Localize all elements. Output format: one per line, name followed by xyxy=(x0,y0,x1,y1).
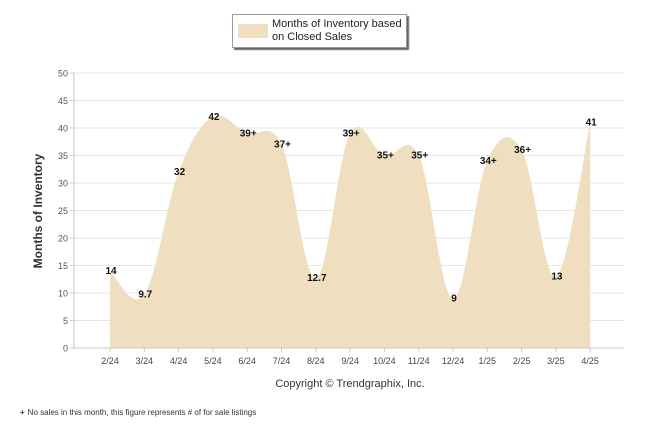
x-tick-labels: 2/24 3/24 4/24 5/24 6/24 7/24 8/24 9/24 10/24 11/… xyxy=(101,356,599,366)
copyright-text: Copyright © Trendgraphix, Inc. xyxy=(275,378,424,390)
data-label: 9 xyxy=(451,294,457,305)
data-label: 13 xyxy=(551,272,563,283)
x-tick-label: 4/24 xyxy=(170,356,188,366)
x-tick-label: 11/24 xyxy=(408,356,430,366)
x-tick-label: 3/25 xyxy=(547,356,565,366)
data-label: 39+ xyxy=(343,129,360,140)
x-tick-label: 12/24 xyxy=(442,356,465,366)
data-label: 12.7 xyxy=(307,273,327,284)
y-tick-label: 30 xyxy=(58,179,68,189)
y-tick-label: 20 xyxy=(58,234,68,244)
data-label: 35+ xyxy=(411,151,428,162)
x-tick-label: 3/24 xyxy=(136,356,154,366)
x-tick-label: 4/25 xyxy=(581,356,599,366)
footnote-text: No sales in this month, this figure repr… xyxy=(27,408,257,417)
legend: Months of Inventory based on Closed Sale… xyxy=(232,14,407,48)
data-label: 14 xyxy=(105,266,117,277)
x-tick-label: 5/24 xyxy=(204,356,222,366)
y-tick-label: 50 xyxy=(58,69,68,79)
data-label: 9.7 xyxy=(138,290,152,301)
y-tick-label: 35 xyxy=(58,151,68,161)
data-labels: 14 9.7 32 42 39+ 37+ 12.7 39+ 35+ 35+ 9 34+ 36+ 13 41 xyxy=(105,112,597,305)
y-tick-label: 10 xyxy=(58,289,68,299)
data-label: 35+ xyxy=(377,151,394,162)
axes xyxy=(70,72,624,352)
footnote: + No sales in this month, this figure rep… xyxy=(20,408,256,417)
y-tick-label: 40 xyxy=(58,124,68,134)
y-tick-label: 5 xyxy=(63,316,68,326)
x-tick-label: 9/24 xyxy=(341,356,359,366)
data-label: 32 xyxy=(174,167,186,178)
data-label: 42 xyxy=(208,112,220,123)
data-label: 34+ xyxy=(480,156,497,167)
data-label: 39+ xyxy=(240,129,257,140)
area-series xyxy=(110,115,591,349)
x-tick-label: 2/25 xyxy=(513,356,531,366)
x-tick-label: 2/24 xyxy=(101,356,119,366)
x-tick-label: 10/24 xyxy=(373,356,396,366)
x-tick-label: 7/24 xyxy=(273,356,291,366)
y-tick-label: 45 xyxy=(58,96,68,106)
y-tick-label: 25 xyxy=(58,206,68,216)
legend-label: Months of Inventory based on Closed Sale… xyxy=(272,18,402,43)
x-tick-label: 1/25 xyxy=(479,356,497,366)
data-label: 36+ xyxy=(514,145,531,156)
y-tick-label: 15 xyxy=(58,261,68,271)
data-label: 37+ xyxy=(274,140,291,151)
y-axis-label: Months of Inventory xyxy=(31,153,45,268)
x-tick-label: 8/24 xyxy=(307,356,325,366)
legend-swatch xyxy=(238,24,268,38)
data-label: 41 xyxy=(586,118,598,129)
footnote-symbol: + xyxy=(20,408,25,417)
y-tick-label: 0 xyxy=(63,344,68,354)
y-tick-labels: 0 5 10 15 20 25 30 35 40 45 50 xyxy=(58,69,68,354)
x-tick-label: 6/24 xyxy=(238,356,256,366)
